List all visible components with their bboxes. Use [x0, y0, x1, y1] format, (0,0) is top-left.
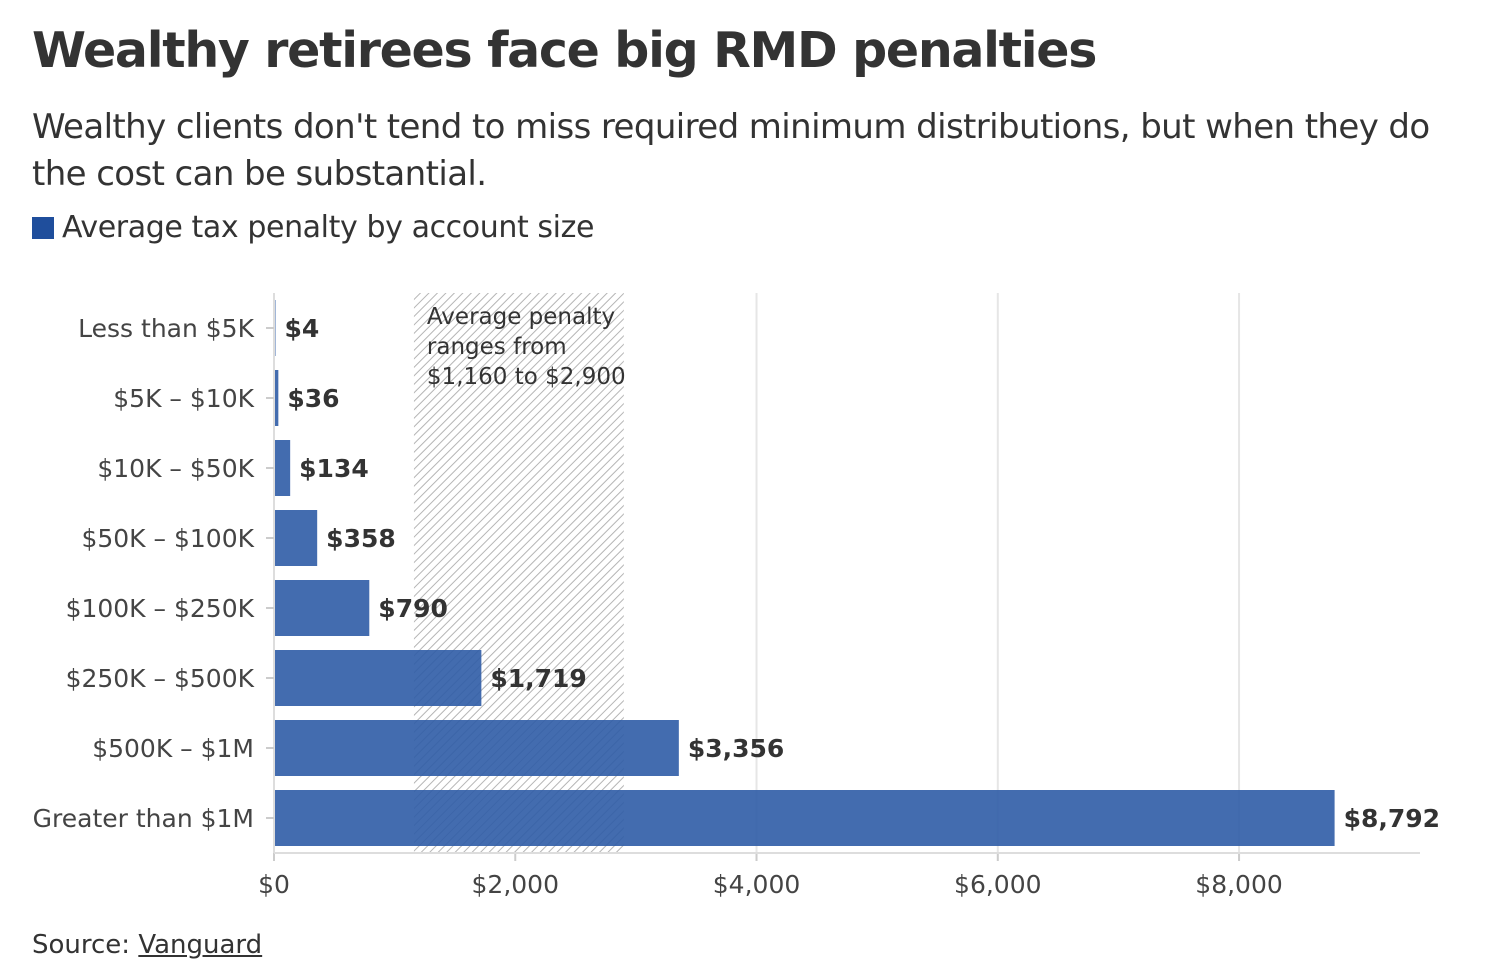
category-label: Greater than $1M [33, 804, 254, 833]
data-label: $36 [287, 384, 339, 413]
category-label: Less than $5K [78, 314, 254, 343]
x-tick-label: $8,000 [1195, 870, 1282, 899]
data-label: $8,792 [1344, 804, 1440, 833]
category-label: $500K – $1M [92, 734, 254, 763]
category-label: $250K – $500K [66, 664, 255, 693]
category-label: $5K – $10K [113, 384, 254, 413]
axes: $0 $2,000 $4,000 $6,000 $8,000 Less than $5K $… [33, 293, 1420, 899]
data-label: $134 [299, 454, 369, 483]
data-label: $4 [285, 314, 320, 343]
bar [274, 650, 482, 706]
category-label: $10K – $50K [97, 454, 254, 483]
category-label: $50K – $100K [81, 524, 254, 553]
data-label: $358 [326, 524, 396, 553]
data-label: $790 [378, 594, 448, 623]
x-tick-label: $4,000 [713, 870, 800, 899]
x-tick-label: $2,000 [472, 870, 559, 899]
legend-swatch [32, 216, 54, 239]
source-link[interactable]: Vanguard [138, 930, 263, 960]
bar [274, 510, 318, 566]
data-label: $3,356 [688, 734, 784, 763]
legend: Average tax penalty by account size [32, 210, 594, 245]
source-prefix: Source: [32, 930, 139, 960]
chart-title: Wealthy retirees face big RMD penalties [32, 22, 1097, 79]
legend-label: Average tax penalty by account size [62, 210, 595, 245]
x-tick-label: $0 [258, 870, 290, 899]
data-labels: $4 $36 $134 $358 $790 $1,719 $3,356 $8,792 [285, 314, 1441, 833]
category-label: $100K – $250K [66, 594, 255, 623]
x-tick-label: $6,000 [954, 870, 1041, 899]
bar [274, 790, 1335, 846]
source-note: Source: Vanguard [32, 930, 262, 960]
bars [274, 300, 1335, 846]
data-label: $1,719 [490, 664, 586, 693]
bar [274, 370, 279, 426]
bar [274, 720, 679, 776]
chart-subtitle: Wealthy clients don't tend to miss requi… [32, 107, 1430, 194]
band-annotation-line: ranges from [427, 334, 567, 360]
bar [274, 440, 291, 496]
bar [274, 580, 370, 636]
band-annotation-line: Average penalty [427, 304, 615, 330]
band-annotation-line: $1,160 to $2,900 [427, 364, 626, 390]
